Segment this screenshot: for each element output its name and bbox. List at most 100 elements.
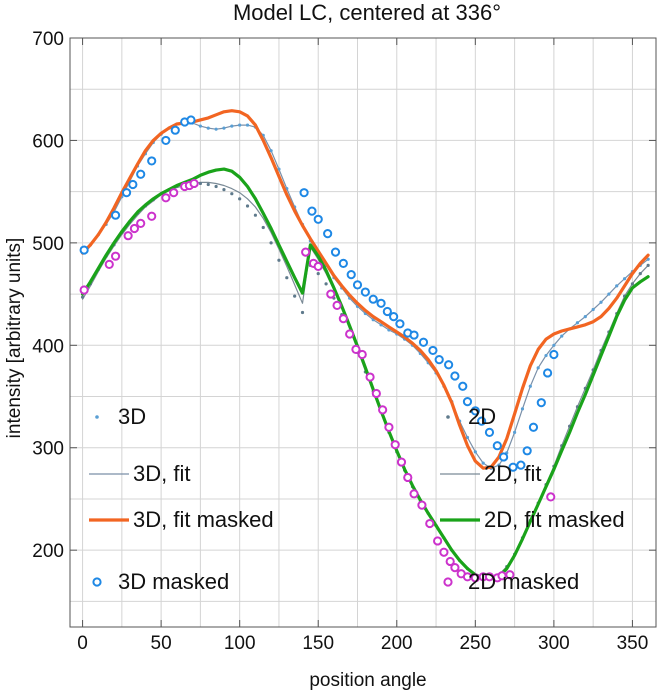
data-point-3d — [481, 461, 485, 465]
x-tick-label: 150 — [302, 633, 334, 654]
data-point-2d-masked — [357, 349, 367, 360]
legend-label-3d-fit: 3D, fit — [133, 461, 190, 486]
legend-label-2d-masked: 2D masked — [468, 569, 579, 594]
data-point-2d-masked — [189, 178, 199, 189]
data-point-3d — [238, 123, 242, 127]
data-point-3d-masked — [389, 312, 399, 322]
data-point-3d-masked — [307, 206, 317, 216]
data-point-2d — [300, 310, 305, 315]
data-point-3d-masked — [79, 245, 89, 255]
data-point-2d — [285, 276, 289, 280]
legend-symbol-2d-masked — [443, 577, 453, 587]
data-point-3d-masked — [360, 287, 370, 297]
data-point-2d — [230, 192, 234, 196]
data-point-3d-masked — [516, 460, 526, 470]
data-point-2d-masked — [445, 556, 455, 567]
data-point-2d-masked — [79, 285, 89, 295]
data-point-2d — [638, 272, 642, 276]
data-point-3d-masked — [508, 462, 518, 472]
data-point-3d — [277, 167, 281, 171]
legend-label-2d-fit: 2D, fit — [484, 461, 541, 486]
plot-border — [69, 37, 657, 628]
data-point-2d-masked — [136, 218, 146, 229]
data-point-3d — [245, 123, 250, 127]
data-point-2d-masked — [417, 500, 427, 510]
data-point-3d — [599, 300, 603, 304]
x-tick-label: 250 — [459, 633, 491, 654]
series-line-2d-fit-masked — [81, 167, 650, 581]
data-point-2d-masked — [301, 247, 311, 257]
data-point-3d — [544, 353, 548, 358]
data-point-2d-masked — [439, 547, 449, 557]
data-point-2d — [324, 282, 328, 286]
data-point-2d — [261, 225, 265, 230]
data-point-3d-masked — [128, 179, 138, 190]
data-point-3d-masked — [376, 298, 386, 308]
y-tick-label: 200 — [32, 541, 64, 562]
legend-label-3d: 3D — [118, 404, 146, 429]
data-point-3d — [622, 277, 627, 281]
data-point-2d-masked — [378, 405, 388, 415]
data-point-3d-masked — [382, 306, 392, 317]
x-tick-label: 300 — [538, 633, 570, 654]
data-point-3d — [269, 149, 273, 153]
data-point-2d-masked — [313, 261, 323, 272]
legend-symbol-2d — [446, 415, 450, 419]
data-point-2d-masked — [409, 489, 419, 499]
data-point-2d-masked — [326, 289, 336, 299]
data-point-2d — [316, 272, 320, 276]
data-point-2d — [646, 263, 650, 268]
y-axis-title: intensity [arbitrary units] — [4, 238, 25, 439]
data-point-3d-masked — [528, 422, 539, 432]
data-point-3d-masked — [542, 368, 553, 378]
data-point-3d — [222, 126, 226, 130]
x-axis-title: position angle — [309, 670, 426, 691]
data-point-3d-masked — [170, 125, 180, 135]
y-tick-label: 400 — [32, 336, 64, 357]
data-point-3d — [214, 127, 218, 131]
data-point-3d — [583, 315, 587, 319]
data-point-2d-masked — [169, 188, 179, 198]
data-point-3d-masked — [323, 229, 333, 239]
data-point-3d-masked — [536, 398, 546, 408]
legend-label-2d: 2D — [468, 404, 496, 429]
data-point-3d-masked — [444, 360, 454, 370]
data-point-2d-masked — [433, 536, 443, 546]
data-point-2d-masked — [110, 251, 121, 261]
data-point-2d — [293, 294, 297, 298]
legend-symbol-3d — [95, 415, 99, 419]
data-point-3d — [575, 321, 580, 325]
data-point-3d — [497, 463, 501, 467]
data-point-3d-masked — [409, 330, 419, 340]
legend-label-2d-fit-masked: 2D, fit masked — [484, 507, 625, 532]
data-point-3d — [615, 284, 619, 288]
data-point-3d-masked — [395, 319, 405, 329]
data-point-3d-masked — [299, 188, 309, 198]
data-point-2d — [277, 258, 281, 262]
data-point-3d-masked — [346, 270, 356, 280]
legend-label-3d-masked: 3D masked — [118, 569, 229, 594]
data-point-3d-masked — [428, 345, 438, 356]
y-tick-label: 500 — [32, 234, 64, 255]
data-point-3d — [465, 435, 470, 440]
data-point-2d — [206, 182, 210, 187]
data-point-3d-masked — [338, 258, 348, 268]
data-point-2d — [238, 197, 242, 201]
data-point-3d — [646, 257, 650, 261]
data-point-3d-masked — [434, 355, 444, 365]
data-point-2d-masked — [396, 457, 407, 467]
legend-symbol-3d-masked — [92, 577, 102, 587]
data-point-3d — [607, 292, 611, 296]
data-point-3d-masked — [462, 397, 473, 407]
y-tick-label: 300 — [32, 439, 64, 460]
data-point-3d-masked — [549, 349, 559, 360]
data-point-3d-masked — [522, 446, 532, 456]
data-point-3d-masked — [136, 169, 146, 179]
data-point-2d — [222, 188, 226, 192]
x-tick-label: 350 — [617, 633, 649, 654]
data-point-2d-masked — [384, 422, 394, 432]
data-point-2d-masked — [332, 300, 342, 310]
data-point-2d — [253, 213, 257, 217]
